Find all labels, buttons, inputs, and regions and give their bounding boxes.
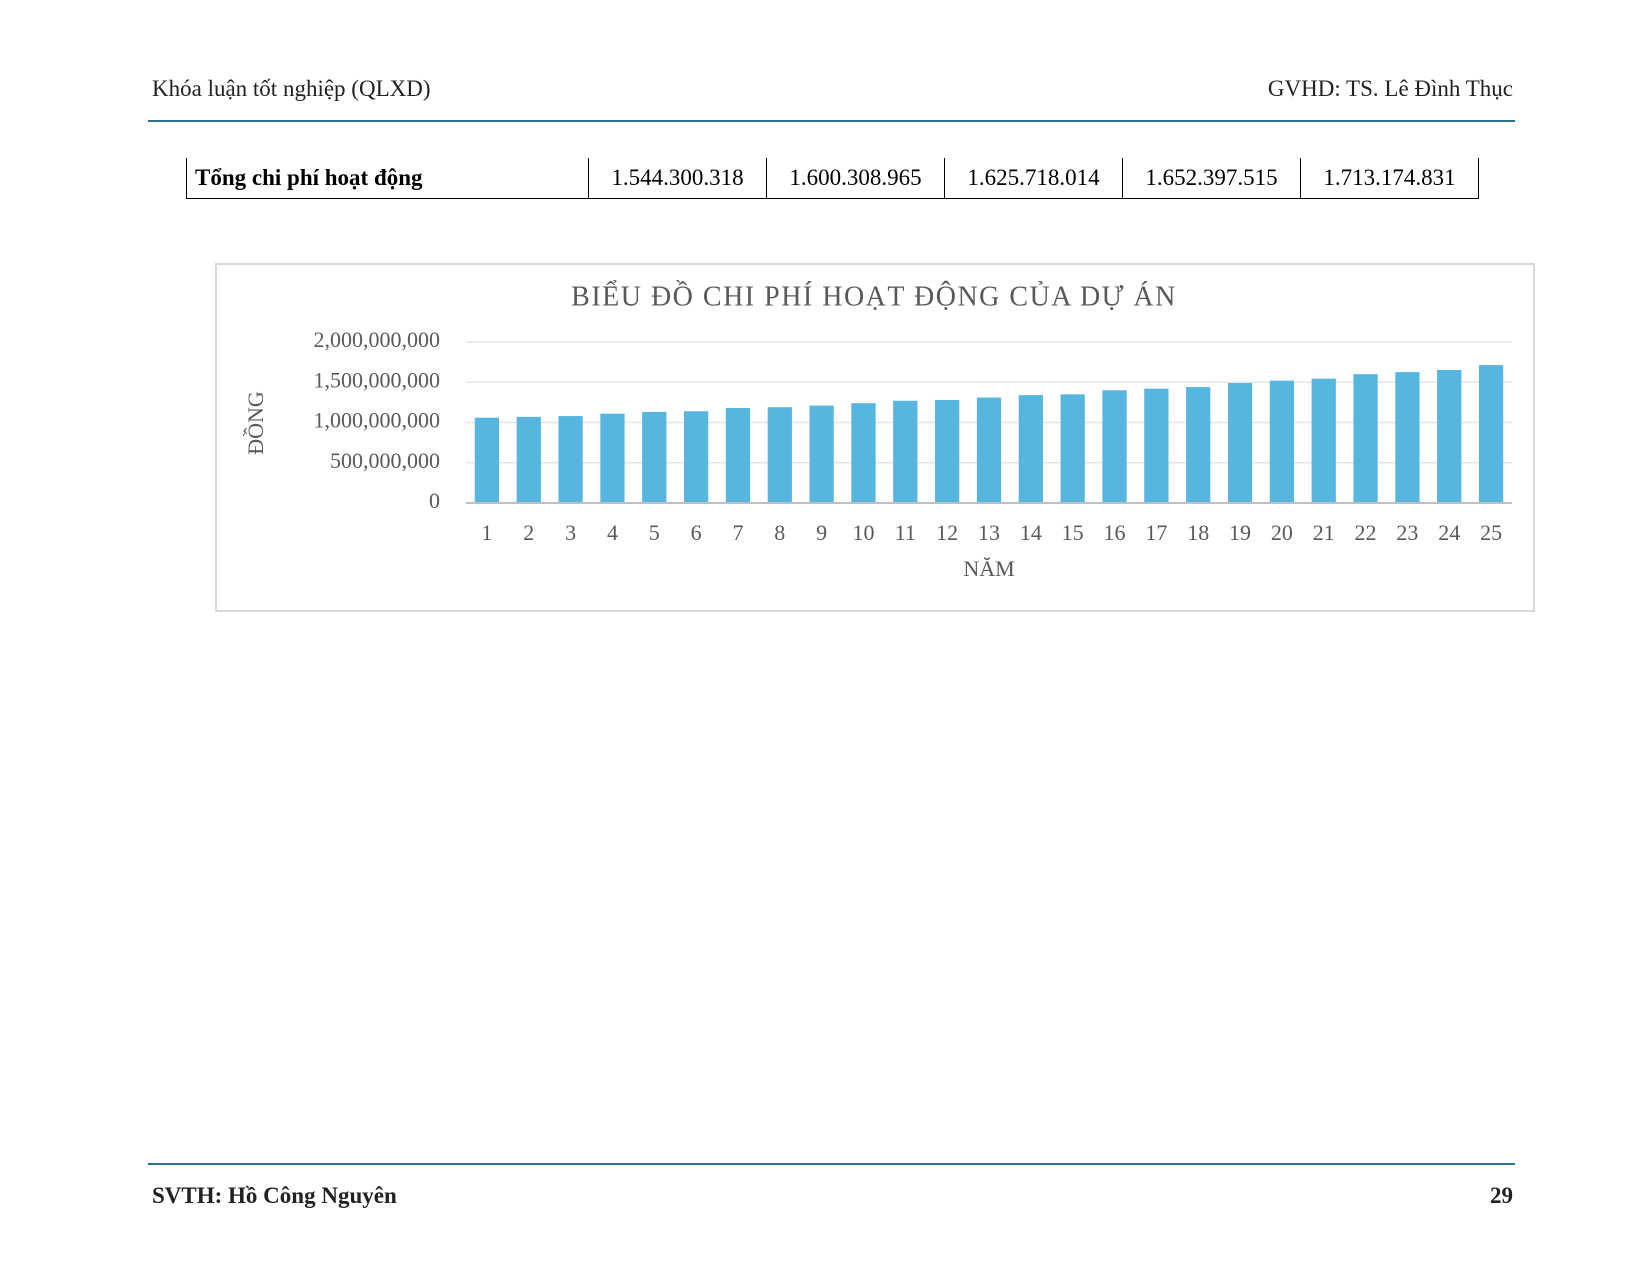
header-left: Khóa luận tốt nghiệp (QLXD): [152, 76, 431, 101]
bar: [851, 403, 876, 503]
bar: [893, 400, 918, 503]
y-tick-label: 1,000,000,000: [314, 408, 441, 433]
y-tick-label: 0: [429, 488, 440, 513]
y-tick-label: 1,500,000,000: [314, 367, 441, 392]
x-tick-label: 16: [1104, 520, 1126, 545]
x-axis-label: NĂM: [963, 556, 1014, 581]
bar: [558, 416, 583, 503]
bar: [767, 407, 792, 503]
x-tick-label: 13: [978, 520, 1000, 545]
cell: 1.625.718.014: [944, 158, 1123, 199]
x-tick-label: 22: [1355, 520, 1377, 545]
x-tick-label: 1: [481, 520, 492, 545]
bar: [1144, 388, 1169, 503]
x-tick-label: 3: [565, 520, 576, 545]
x-tick-label: 15: [1062, 520, 1084, 545]
y-tick-label: 2,000,000,000: [314, 327, 441, 352]
header-rule: [148, 120, 1515, 122]
x-tick-label: 14: [1020, 520, 1042, 545]
x-tick-label: 6: [691, 520, 702, 545]
y-axis-label: ĐỒNG: [243, 391, 268, 455]
page-number: 29: [1490, 1183, 1513, 1208]
bar: [516, 416, 541, 503]
bar: [1478, 365, 1504, 503]
footer-left: SVTH: Hồ Công Nguyên: [152, 1183, 397, 1208]
bar: [1227, 383, 1253, 503]
x-tick-label: 8: [774, 520, 785, 545]
cell: 1.652.397.515: [1122, 158, 1301, 199]
bar: [809, 405, 834, 503]
x-tick-label: 25: [1480, 520, 1502, 545]
row-label: Tổng chi phí hoạt động: [186, 158, 589, 199]
x-tick-label: 10: [852, 520, 874, 545]
x-tick-label: 11: [895, 520, 916, 545]
x-tick-label: 4: [607, 520, 618, 545]
x-tick-label: 9: [816, 520, 827, 545]
cell: 1.713.174.831: [1300, 158, 1479, 199]
x-tick-label: 20: [1271, 520, 1293, 545]
bar: [600, 413, 625, 503]
bar: [725, 408, 751, 503]
bar: [1186, 387, 1211, 503]
footer-rule: [148, 1163, 1515, 1165]
bar: [683, 411, 709, 503]
bar: [1353, 374, 1378, 503]
x-tick-label: 19: [1229, 520, 1251, 545]
chart-title: BIỂU ĐỒ CHI PHÍ HOẠT ĐỘNG CỦA DỰ ÁN: [571, 280, 1177, 312]
bar: [474, 417, 500, 503]
cost-table: Tổng chi phí hoạt động 1.544.300.318 1.6…: [186, 158, 1479, 199]
table-row: Tổng chi phí hoạt động 1.544.300.318 1.6…: [186, 158, 1479, 199]
x-tick-label: 17: [1145, 520, 1167, 545]
bar: [976, 397, 1002, 503]
bar: [1311, 378, 1336, 503]
bar: [1269, 380, 1295, 503]
bar: [642, 412, 667, 503]
bar: [1018, 395, 1043, 503]
x-tick-label: 21: [1313, 520, 1335, 545]
x-tick-label: 2: [523, 520, 534, 545]
x-tick-label: 12: [936, 520, 958, 545]
x-tick-label: 24: [1438, 520, 1460, 545]
bar: [1102, 390, 1127, 503]
header-right: GVHD: TS. Lê Đình Thục: [1267, 76, 1513, 101]
y-tick-label: 500,000,000: [330, 448, 440, 473]
x-tick-label: 7: [732, 520, 743, 545]
x-tick-label: 18: [1187, 520, 1209, 545]
bar: [935, 399, 960, 503]
bar: [1437, 369, 1462, 503]
x-tick-label: 5: [649, 520, 660, 545]
x-tick-label: 23: [1396, 520, 1418, 545]
cell: 1.600.308.965: [766, 158, 945, 199]
bar: [1060, 394, 1085, 503]
bar: [1395, 372, 1420, 503]
